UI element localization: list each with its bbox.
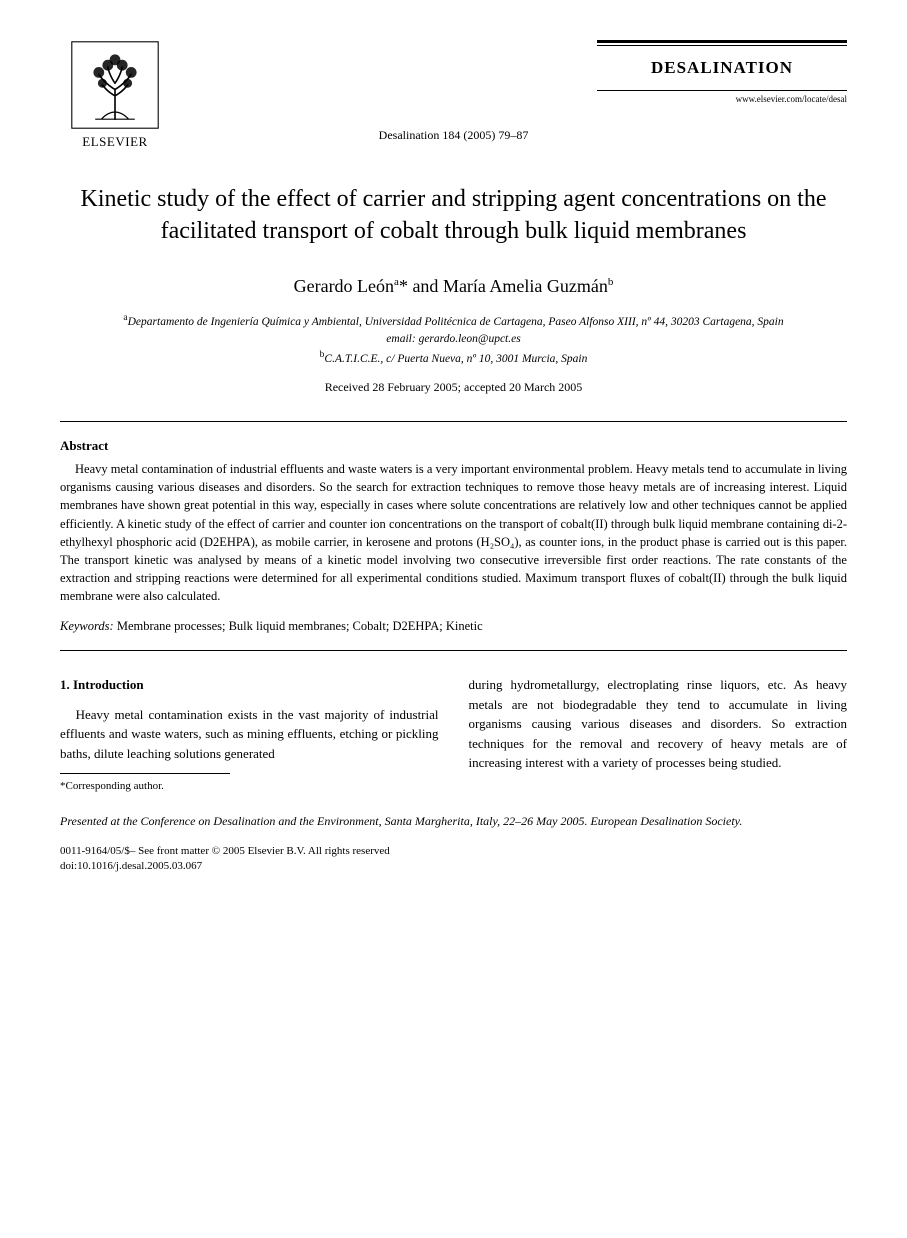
author-separator: and (412, 276, 443, 296)
elsevier-tree-icon (70, 40, 160, 130)
author-1: Gerardo León (294, 276, 394, 296)
conference-note: Presented at the Conference on Desalinat… (60, 813, 847, 830)
citation-line: Desalination 184 (2005) 79–87 (60, 128, 847, 143)
footer-doi: doi:10.1016/j.desal.2005.03.067 (60, 859, 847, 874)
affil-email: gerardo.leon@upct.es (419, 333, 521, 345)
author-list: Gerardo Leóna* and María Amelia Guzmánb (60, 276, 847, 297)
keywords-line: Keywords: Membrane processes; Bulk liqui… (60, 619, 847, 634)
journal-url: www.elsevier.com/locate/desal (597, 94, 847, 104)
footer-copyright: 0011-9164/05/$– See front matter © 2005 … (60, 844, 847, 859)
intro-para-right: during hydrometallurgy, electroplating r… (469, 675, 848, 773)
intro-heading: 1. Introduction (60, 675, 439, 695)
affil-email-label: email: (386, 333, 415, 345)
column-left: 1. Introduction Heavy metal contaminatio… (60, 675, 439, 795)
journal-rule-bottom (597, 90, 847, 92)
body-two-column: 1. Introduction Heavy metal contaminatio… (60, 675, 847, 795)
author-2-affil: b (608, 276, 614, 288)
column-right: during hydrometallurgy, electroplating r… (469, 675, 848, 795)
footer-block: 0011-9164/05/$– See front matter © 2005 … (60, 844, 847, 875)
affil-b-text: C.A.T.I.C.E., c/ Puerta Nueva, nº 10, 30… (324, 353, 587, 365)
corresponding-author-note: *Corresponding author. (60, 778, 439, 795)
abstract-heading: Abstract (60, 438, 847, 454)
journal-block: DESALINATION www.elsevier.com/locate/des… (597, 40, 847, 104)
paper-title: Kinetic study of the effect of carrier a… (60, 183, 847, 248)
article-dates: Received 28 February 2005; accepted 20 M… (60, 380, 847, 395)
rule-below-keywords (60, 650, 847, 651)
keywords-label: Keywords: (60, 619, 114, 633)
affiliations: aDepartamento de Ingeniería Química y Am… (60, 311, 847, 368)
affil-a-text: Departamento de Ingeniería Química y Amb… (128, 316, 784, 328)
journal-name: DESALINATION (597, 58, 847, 78)
abstract-body: Heavy metal contamination of industrial … (60, 460, 847, 605)
rule-above-abstract (60, 421, 847, 422)
keywords-text: Membrane processes; Bulk liquid membrane… (114, 619, 483, 633)
corresponding-rule (60, 773, 230, 774)
publisher-block: ELSEVIER (60, 40, 170, 150)
journal-rule-top (597, 40, 847, 46)
author-2: María Amelia Guzmán (443, 276, 608, 296)
corresponding-mark: * (399, 276, 408, 296)
intro-para-left: Heavy metal contamination exists in the … (60, 705, 439, 764)
publisher-name: ELSEVIER (82, 134, 147, 150)
